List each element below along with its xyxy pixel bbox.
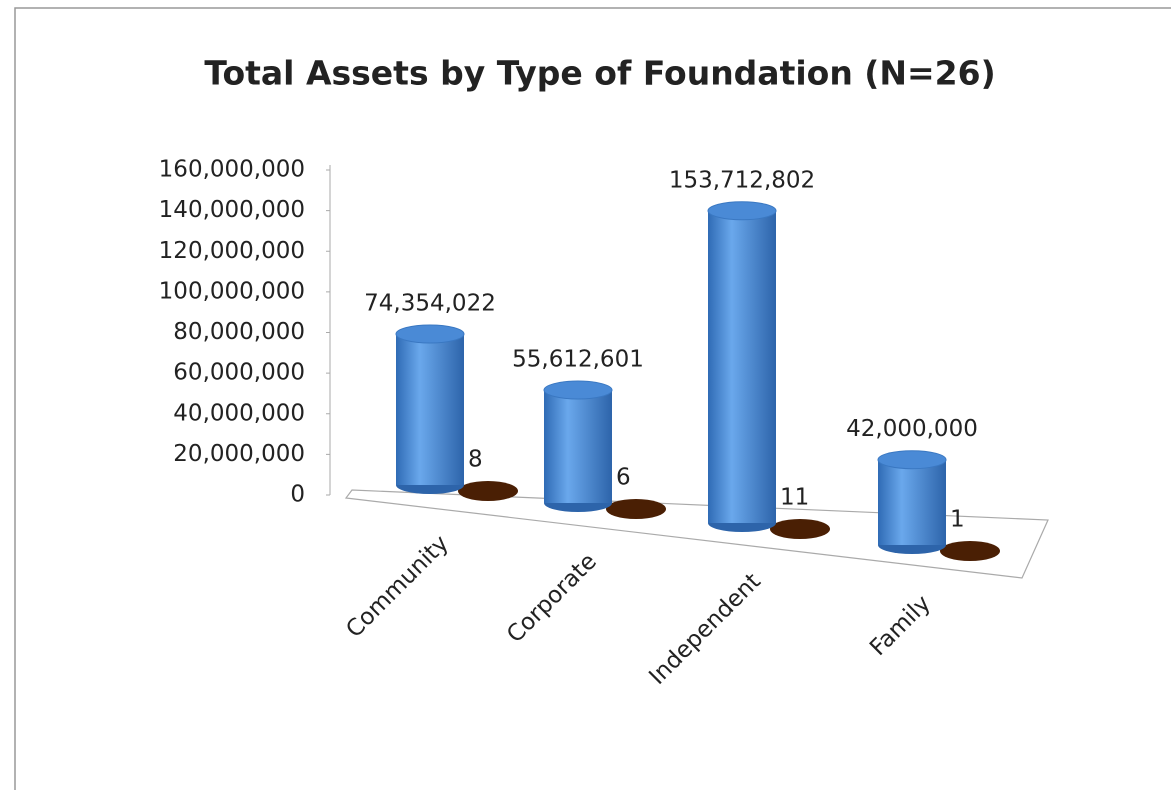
- value-label: 55,612,601: [512, 347, 644, 373]
- value-label: 42,000,000: [846, 416, 978, 442]
- bar: [708, 210, 776, 523]
- cylinder-top: [395, 324, 465, 344]
- frame: [14, 7, 1171, 790]
- cylinder-top: [707, 201, 777, 221]
- x-tick-label: Corporate: [502, 548, 602, 648]
- value-label: 11: [780, 485, 809, 511]
- count-disk: [940, 541, 1000, 561]
- x-tick-label: Independent: [644, 568, 765, 689]
- y-tick-label: 120,000,000: [159, 238, 305, 264]
- value-label: 74,354,022: [364, 290, 496, 316]
- value-label: 6: [616, 465, 631, 491]
- x-tick-label: Community: [341, 530, 454, 643]
- bar: [878, 459, 946, 545]
- y-tick-label: 40,000,000: [173, 400, 305, 426]
- value-label: 8: [468, 447, 483, 473]
- y-tick-label: 0: [290, 482, 305, 508]
- cylinder-top: [543, 380, 613, 400]
- value-label: 1: [950, 507, 965, 533]
- value-label: 153,712,802: [669, 167, 815, 193]
- bar: [396, 333, 464, 485]
- x-tick-label: Family: [865, 590, 936, 661]
- bar: [544, 390, 612, 503]
- y-tick-label: 140,000,000: [159, 197, 305, 223]
- count-disk: [770, 519, 830, 540]
- y-tick-label: 100,000,000: [159, 278, 305, 304]
- chart-title: Total Assets by Type of Foundation (N=26…: [204, 54, 995, 93]
- count-disk: [458, 480, 518, 501]
- count-disk: [606, 499, 666, 519]
- cylinder-top: [877, 450, 947, 470]
- y-tick-label: 60,000,000: [173, 360, 305, 386]
- y-tick-label: 20,000,000: [173, 441, 305, 467]
- floor: [344, 489, 1049, 579]
- y-tick-label: 160,000,000: [159, 157, 305, 183]
- y-tick-label: 80,000,000: [173, 319, 305, 345]
